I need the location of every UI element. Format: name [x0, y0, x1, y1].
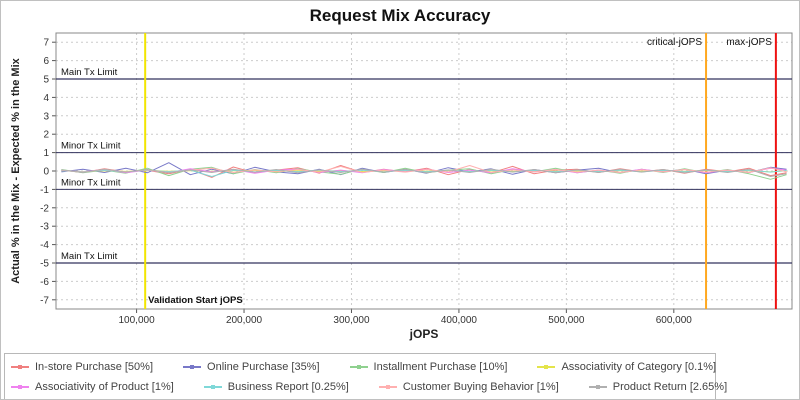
limit-line-label: Main Tx Limit [61, 251, 118, 262]
y-tick-label: 4 [43, 93, 49, 104]
x-tick-label: 600,000 [656, 315, 693, 326]
y-tick-label: -4 [40, 240, 49, 251]
series-line [61, 168, 787, 177]
plot-svg: -7 -6 -5 -4 -3 -2 -1 0 1 2 3 4 5 6 7 100,000 200,000 300,… [40, 32, 793, 326]
x-axis-label: jOPS [409, 327, 439, 341]
y-tick-label: 7 [43, 38, 49, 49]
y-tick-label: 3 [43, 111, 49, 122]
legend-row: In-store Purchase [50%] Online Purchase [… [11, 357, 716, 377]
legend-marker-line [349, 365, 368, 369]
legend-marker-line [203, 385, 222, 389]
y-tick-label: -6 [40, 277, 49, 288]
legend-label: In-store Purchase [50%] [35, 361, 154, 373]
y-tick-label: -3 [40, 222, 49, 233]
legend-label: Installment Purchase [10%] [373, 361, 508, 373]
legend-marker-line [11, 365, 29, 369]
legend-marker-line [588, 385, 607, 389]
legend-row: Associativity of Product [1%] Business Re… [11, 377, 727, 397]
legend-marker-line [183, 365, 202, 369]
y-tick-label: 0 [43, 167, 49, 178]
legend-item: Associativity of Product [1%] [11, 381, 174, 393]
y-tick-label: -1 [40, 185, 49, 196]
limit-line-label: Minor Tx Limit [61, 141, 121, 152]
marker-line-label: Validation Start jOPS [148, 295, 243, 306]
y-tick-label: 1 [43, 148, 49, 159]
chart-title: Request Mix Accuracy [309, 6, 491, 25]
legend-label: Product Return [2.65%] [612, 381, 728, 393]
legend: In-store Purchase [50%] Online Purchase [… [4, 353, 727, 399]
x-tick-label: 300,000 [333, 315, 370, 326]
x-tick-label: 200,000 [226, 315, 263, 326]
legend-item: Associativity of Category [0.1%] [537, 361, 716, 373]
x-tick-label: 500,000 [548, 315, 585, 326]
legend-item: Customer Buying Behavior [1%] [378, 381, 559, 393]
legend-label: Customer Buying Behavior [1%] [402, 381, 559, 393]
legend-item: Business Report [0.25%] [203, 381, 349, 393]
legend-label: Business Report [0.25%] [227, 381, 349, 393]
y-tick-label: -5 [40, 259, 49, 270]
x-tick-label: 400,000 [441, 315, 478, 326]
y-tick-label: -7 [40, 295, 49, 306]
legend-item: Online Purchase [35%] [183, 361, 320, 373]
legend-item: Installment Purchase [10%] [349, 361, 508, 373]
legend-label: Associativity of Product [1%] [35, 381, 174, 393]
y-tick-label: -2 [40, 203, 49, 214]
legend-marker-line [11, 385, 29, 389]
y-tick-label: 5 [43, 75, 49, 86]
legend-label: Associativity of Category [0.1%] [561, 361, 717, 373]
legend-marker-line [537, 365, 556, 369]
legend-item: Product Return [2.65%] [588, 381, 728, 393]
limit-line-label: Main Tx Limit [61, 67, 118, 78]
y-tick-label: 6 [43, 56, 49, 67]
marker-line-label: critical-jOPS [647, 37, 702, 48]
x-tick-label: 100,000 [119, 315, 156, 326]
plot-border [55, 32, 793, 310]
legend-label: Online Purchase [35%] [207, 361, 320, 373]
legend-item: In-store Purchase [50%] [11, 361, 153, 373]
marker-line-label: max-jOPS [726, 37, 772, 48]
limit-line-label: Minor Tx Limit [61, 177, 121, 188]
y-tick-label: 2 [43, 130, 49, 141]
legend-marker-line [378, 385, 397, 389]
